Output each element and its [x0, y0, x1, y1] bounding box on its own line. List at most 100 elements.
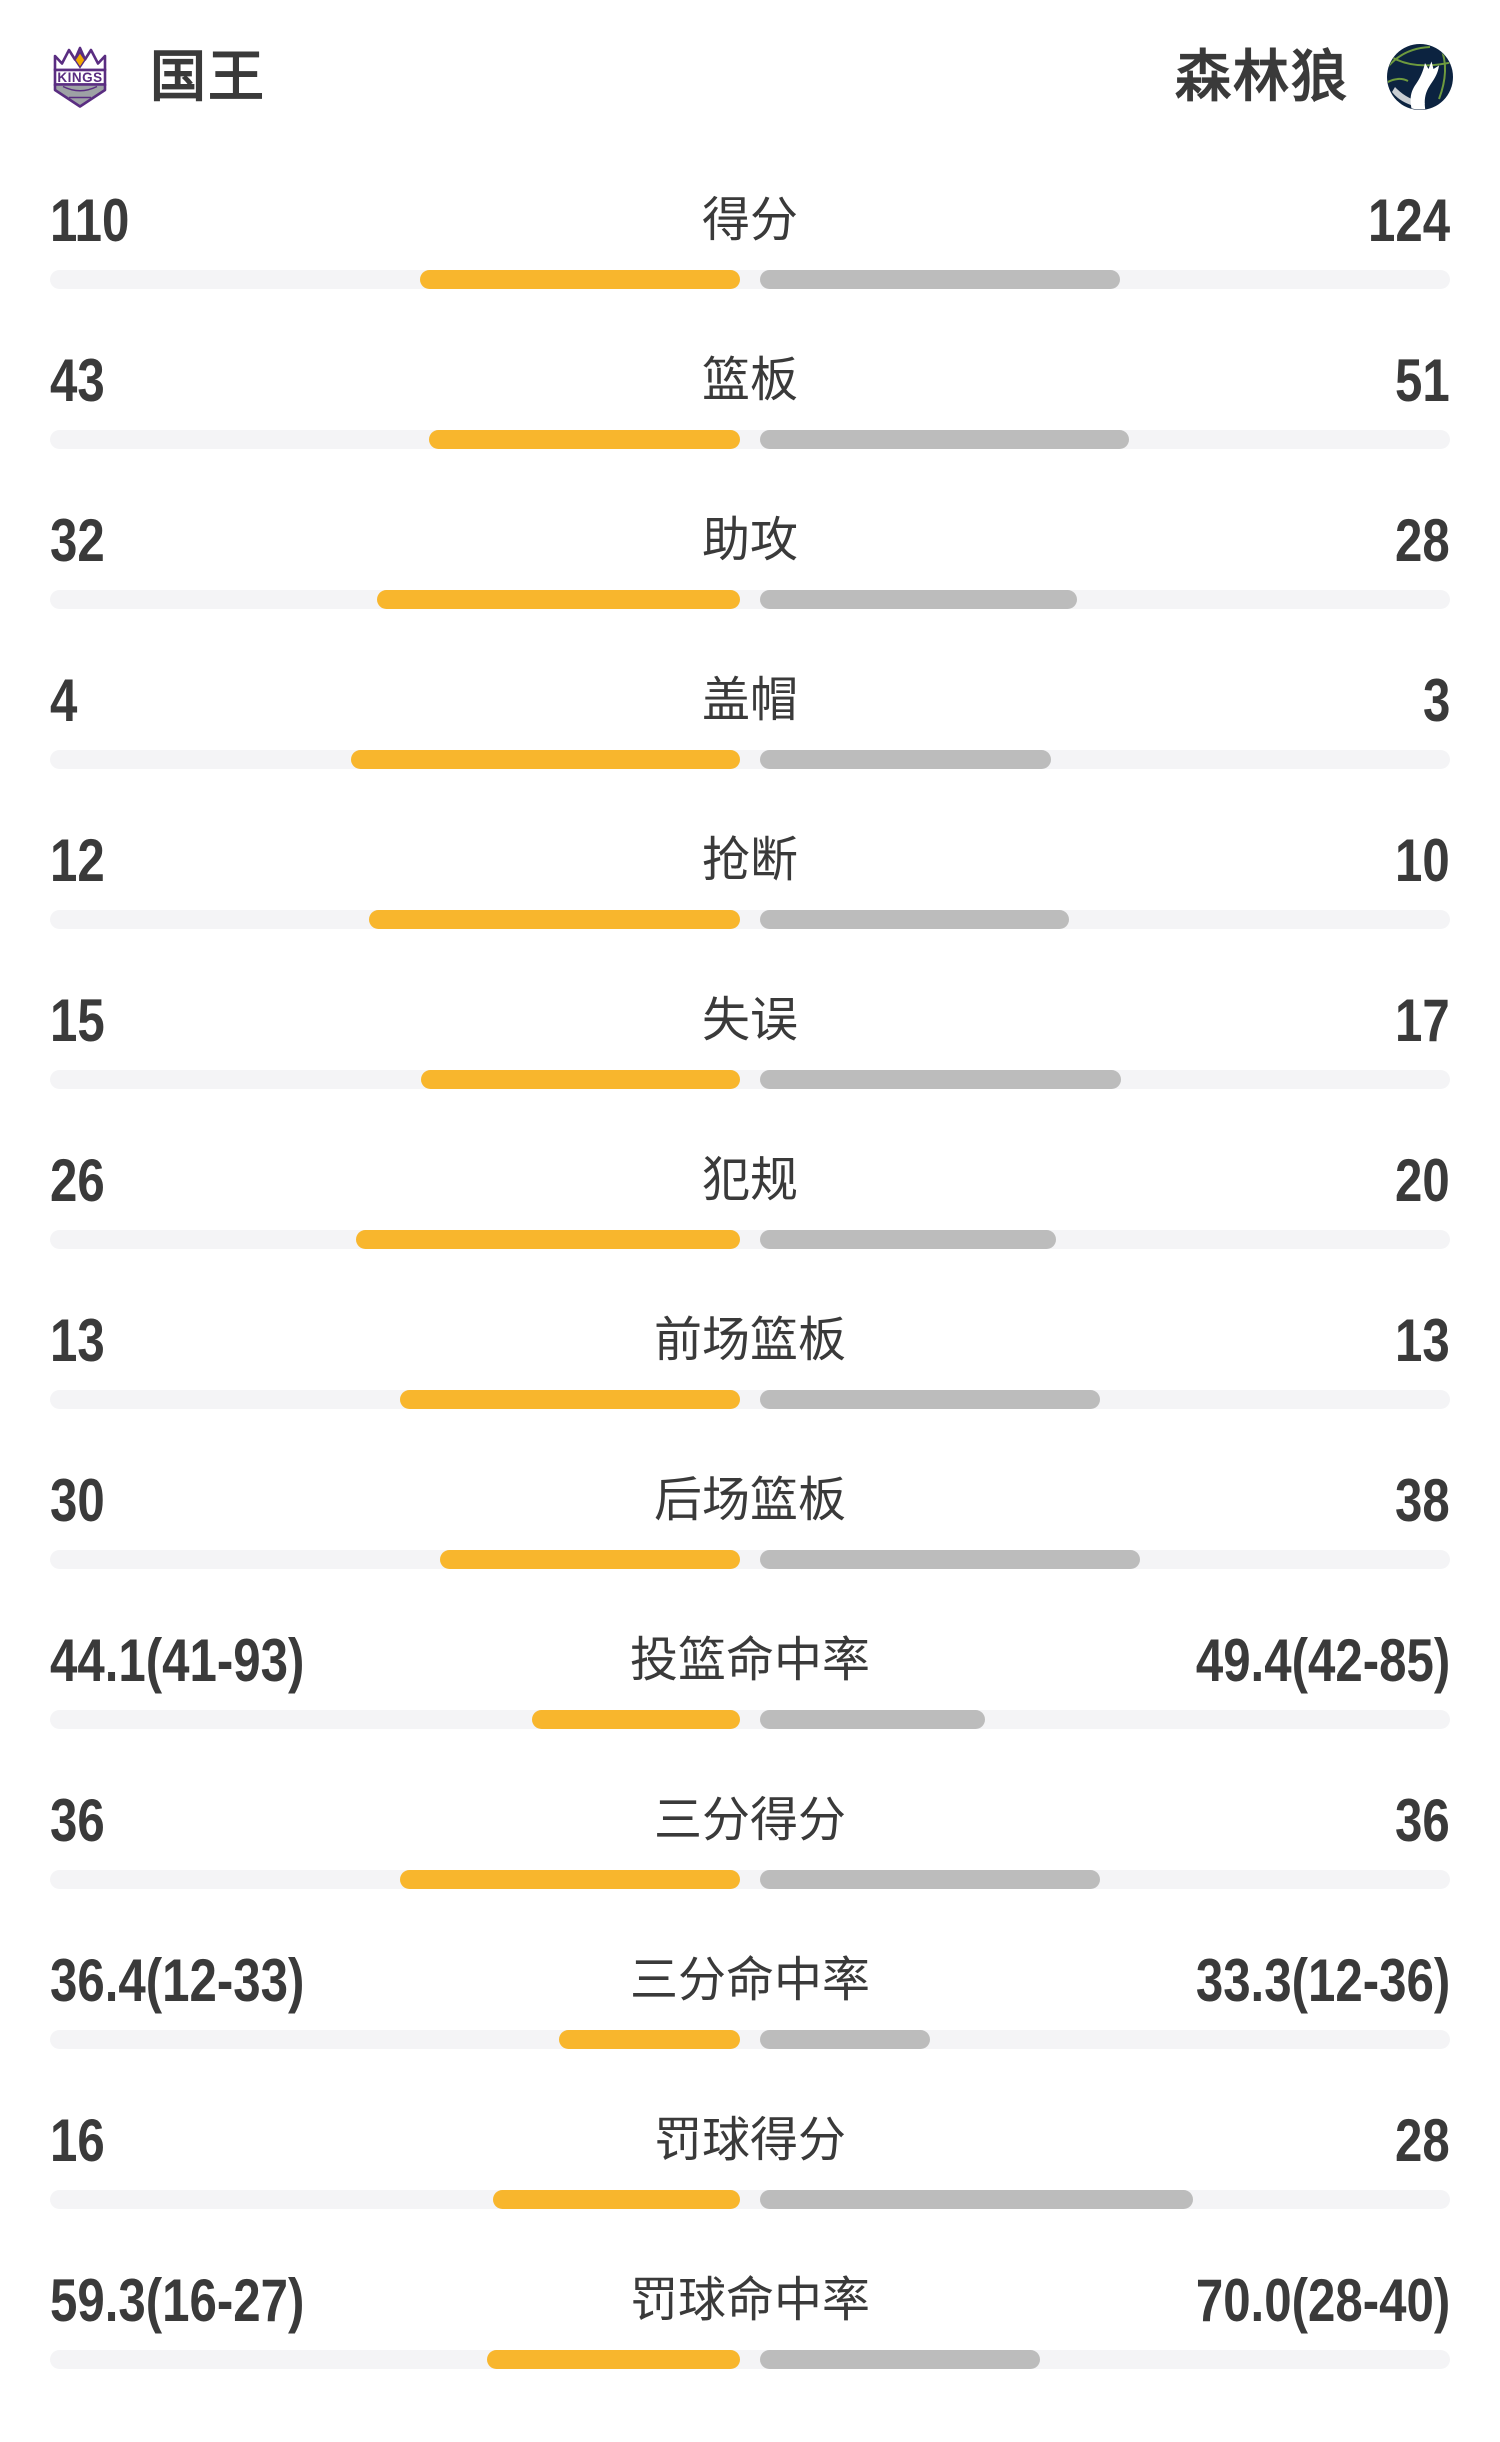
right-value: 124: [1367, 187, 1450, 254]
left-bar-fill: [369, 910, 740, 929]
stat-row-values: 36.4(12-33) 三分命中率 33.3(12-36): [50, 1951, 1450, 2011]
left-bar-fill: [559, 2030, 740, 2049]
stat-row-values: 4 盖帽 3: [50, 671, 1450, 731]
right-bar-fill: [760, 2190, 1193, 2209]
right-value: 17: [1395, 987, 1450, 1054]
right-value: 70.0(28-40): [1195, 2267, 1450, 2334]
left-bar-fill: [377, 590, 740, 609]
stat-row-values: 13 前场篮板 13: [50, 1311, 1450, 1371]
left-value: 59.3(16-27): [50, 2267, 305, 2334]
left-value: 110: [50, 187, 130, 254]
left-bar-fill: [487, 2350, 740, 2369]
stat-row: 32 助攻 28: [0, 511, 1500, 609]
stat-row: 36 三分得分 36: [0, 1791, 1500, 1889]
left-value: 30: [50, 1467, 105, 1534]
left-value: 44.1(41-93): [50, 1627, 305, 1694]
right-bar-fill: [760, 270, 1120, 289]
stat-row: 44.1(41-93) 投篮命中率 49.4(42-85): [0, 1631, 1500, 1729]
stat-row: 15 失误 17: [0, 991, 1500, 1089]
team-left-name: 国王: [150, 45, 266, 108]
right-bar-fill: [760, 1870, 1100, 1889]
right-bar-fill: [760, 590, 1077, 609]
right-value: 28: [1395, 2107, 1450, 2174]
team-left: KINGS 国王: [52, 45, 266, 109]
svg-text:KINGS: KINGS: [57, 70, 102, 85]
left-value: 32: [50, 507, 105, 574]
right-bar-fill: [760, 1550, 1140, 1569]
team-right-name: 森林狼: [1175, 45, 1349, 108]
left-value: 13: [50, 1307, 105, 1374]
left-bar-fill: [532, 1710, 740, 1729]
stat-label: 失误: [701, 994, 799, 1047]
left-value: 4: [50, 667, 78, 734]
stat-row-values: 36 三分得分 36: [50, 1791, 1450, 1851]
stat-label: 投篮命中率: [629, 1634, 871, 1687]
stat-row-values: 59.3(16-27) 罚球命中率 70.0(28-40): [50, 2271, 1450, 2331]
stat-row-values: 30 后场篮板 38: [50, 1471, 1450, 1531]
comparison-bar: [50, 270, 1450, 289]
comparison-bar: [50, 2350, 1450, 2369]
right-value: 28: [1395, 507, 1450, 574]
right-bar-fill: [760, 2350, 1040, 2369]
left-bar-fill: [493, 2190, 740, 2209]
stat-row: 12 抢断 10: [0, 831, 1500, 929]
stat-row-values: 12 抢断 10: [50, 831, 1450, 891]
stat-label: 得分: [701, 194, 799, 247]
left-value: 36: [50, 1787, 105, 1854]
stat-row: 43 篮板 51: [0, 351, 1500, 449]
stat-label: 三分命中率: [629, 1954, 871, 2007]
stat-row: 36.4(12-33) 三分命中率 33.3(12-36): [0, 1951, 1500, 2049]
stat-row: 26 犯规 20: [0, 1151, 1500, 1249]
stat-label: 抢断: [701, 834, 799, 887]
right-value: 38: [1395, 1467, 1450, 1534]
comparison-bar: [50, 750, 1450, 769]
left-bar-fill: [440, 1550, 740, 1569]
comparison-bar: [50, 2190, 1450, 2209]
left-bar-fill: [400, 1870, 740, 1889]
right-value: 36: [1395, 1787, 1450, 1854]
stat-row: 13 前场篮板 13: [0, 1311, 1500, 1409]
stat-label: 盖帽: [701, 674, 799, 727]
left-value: 26: [50, 1147, 105, 1214]
stat-row: 30 后场篮板 38: [0, 1471, 1500, 1569]
left-bar-fill: [429, 430, 740, 449]
comparison-bar: [50, 430, 1450, 449]
right-value: 51: [1395, 347, 1450, 414]
right-bar-fill: [760, 1390, 1100, 1409]
timberwolves-logo: [1387, 44, 1453, 110]
right-bar-fill: [760, 910, 1069, 929]
comparison-bar: [50, 1550, 1450, 1569]
right-bar-fill: [760, 2030, 930, 2049]
right-bar-fill: [760, 1070, 1121, 1089]
left-bar-fill: [351, 750, 740, 769]
stat-label: 犯规: [701, 1154, 799, 1207]
stat-label: 罚球得分: [653, 2114, 847, 2167]
stat-row-values: 16 罚球得分 28: [50, 2111, 1450, 2171]
stat-row-values: 15 失误 17: [50, 991, 1450, 1051]
right-value: 33.3(12-36): [1195, 1947, 1450, 2014]
stat-row-values: 44.1(41-93) 投篮命中率 49.4(42-85): [50, 1631, 1450, 1691]
left-bar-fill: [421, 1070, 740, 1089]
stat-row: 4 盖帽 3: [0, 671, 1500, 769]
stat-row-values: 110 得分 124: [50, 191, 1450, 251]
comparison-bar: [50, 590, 1450, 609]
right-value: 3: [1422, 667, 1450, 734]
comparison-bar: [50, 2030, 1450, 2049]
comparison-bar: [50, 1070, 1450, 1089]
stat-row: 110 得分 124: [0, 191, 1500, 289]
stat-row: 16 罚球得分 28: [0, 2111, 1500, 2209]
left-value: 43: [50, 347, 105, 414]
team-right: 森林狼: [1175, 42, 1455, 112]
right-value: 10: [1395, 827, 1450, 894]
comparison-bar: [50, 1390, 1450, 1409]
right-bar-fill: [760, 1710, 985, 1729]
right-value: 13: [1395, 1307, 1450, 1374]
stats-list: 110 得分 124 43 篮板 51 32 助攻 28: [0, 191, 1500, 2369]
left-bar-fill: [420, 270, 740, 289]
stat-row-values: 32 助攻 28: [50, 511, 1450, 571]
left-value: 12: [50, 827, 105, 894]
stat-row-values: 26 犯规 20: [50, 1151, 1450, 1211]
stat-label: 后场篮板: [653, 1474, 847, 1527]
comparison-bar: [50, 910, 1450, 929]
left-value: 16: [50, 2107, 105, 2174]
